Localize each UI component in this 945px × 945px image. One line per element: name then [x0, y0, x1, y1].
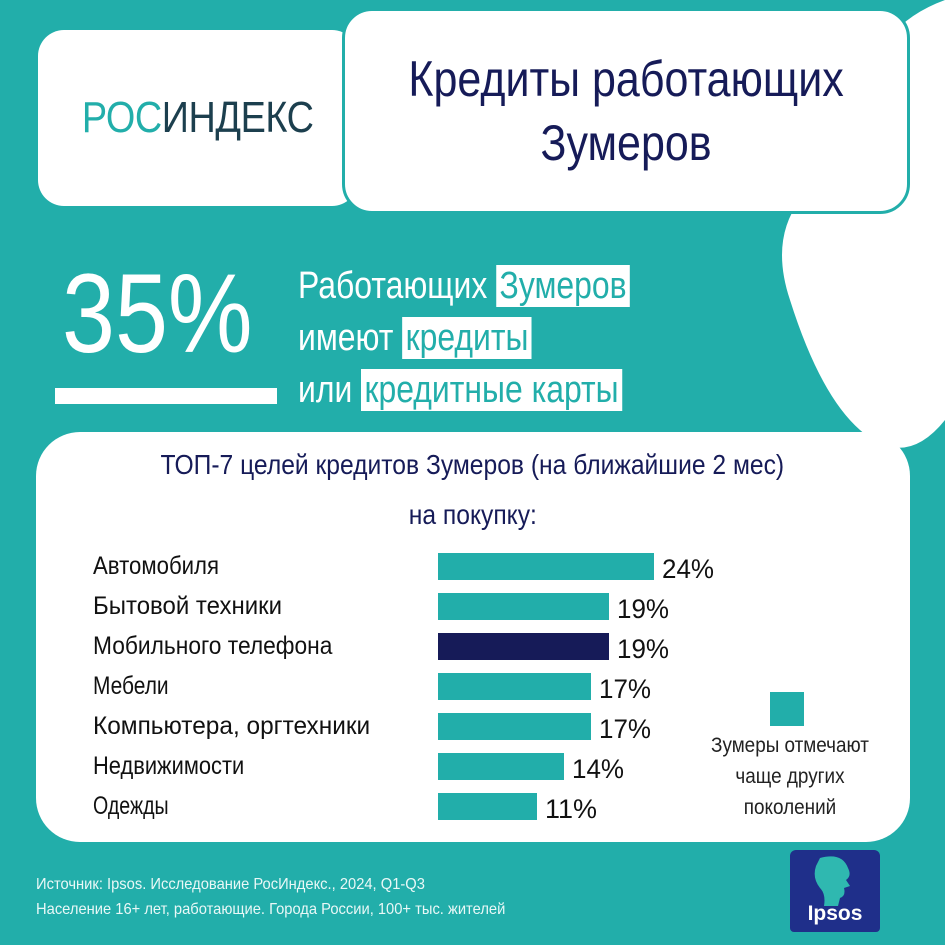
headline-text: Работающих Зумеров имеют кредиты или кре…	[298, 260, 630, 416]
value-label: 14%	[572, 754, 624, 784]
bar	[438, 753, 564, 780]
bar	[438, 553, 654, 580]
category-label: Недвижимости	[93, 752, 244, 780]
value-label: 17%	[599, 674, 651, 704]
category-label: Одежды	[93, 792, 169, 820]
value-label: 11%	[545, 794, 597, 824]
source-note: Источник: Ipsos. Исследование РосИндекс.…	[36, 876, 506, 918]
legend-text: Зумеры отмечают чаще других поколений	[711, 734, 869, 819]
bar	[438, 673, 591, 700]
value-label: 19%	[617, 594, 669, 624]
category-label: Автомобиля	[93, 552, 219, 580]
value-label: 17%	[599, 714, 651, 744]
bar	[438, 793, 537, 820]
highlight-zoomers: Зумеров	[496, 265, 630, 307]
value-label: 19%	[617, 634, 669, 664]
chart-title: ТОП-7 целей кредитов Зумеров (на ближайш…	[160, 449, 785, 480]
legend-swatch	[770, 692, 804, 726]
category-label: Мебели	[93, 672, 169, 700]
chart-subtitle: на покупку:	[408, 499, 537, 530]
chart-title-block: ТОП-7 целей кредитов Зумеров (на ближайш…	[0, 440, 945, 540]
headline-percent: 35%	[62, 251, 253, 376]
ipsos-logo: Ipsos	[790, 850, 880, 932]
title-card: Кредиты работающих Зумеров	[342, 8, 910, 214]
rosindex-logo: РОСИНДЕКС	[82, 93, 314, 142]
logo-card: РОСИНДЕКС	[38, 30, 358, 206]
percent-underline	[55, 388, 277, 404]
value-label: 24%	[662, 554, 714, 584]
page-title: Кредиты работающих Зумеров	[408, 51, 844, 171]
category-label: Мобильного телефона	[93, 632, 332, 660]
bar	[438, 593, 609, 620]
highlight-credits: кредиты	[402, 317, 532, 359]
ipsos-profile-icon	[814, 856, 850, 906]
bar	[438, 633, 609, 660]
category-label: Бытовой техники	[93, 592, 282, 620]
highlight-credit-cards: кредитные карты	[361, 369, 622, 411]
bar	[438, 713, 591, 740]
category-label: Компьютера, оргтехники	[93, 712, 370, 740]
